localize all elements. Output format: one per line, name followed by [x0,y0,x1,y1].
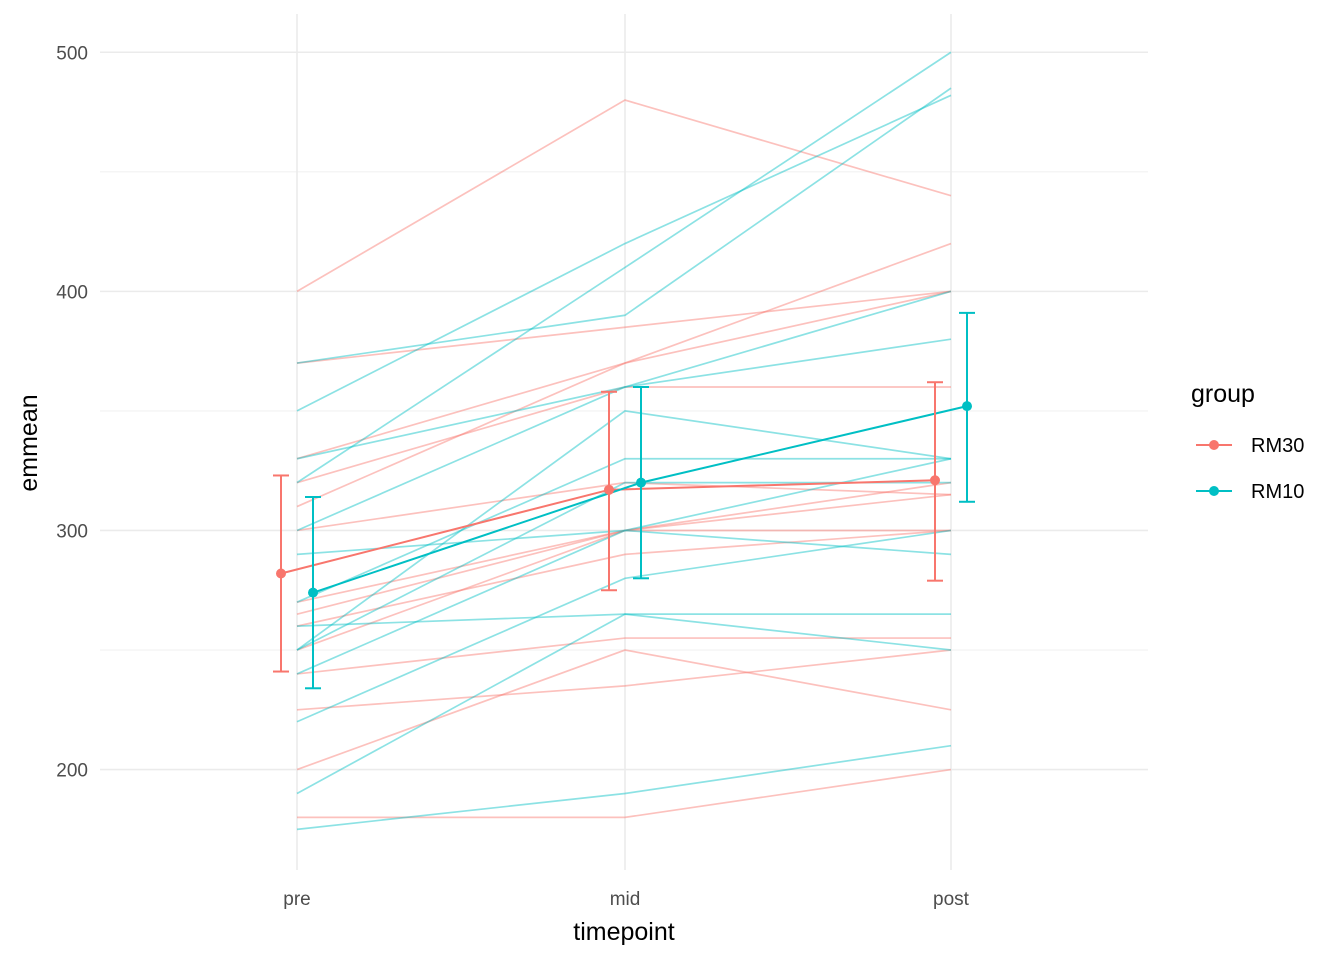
legend-item-rm30: RM30 [1196,435,1304,457]
mean-point-rm10 [308,587,318,598]
y-tick-label: 400 [56,282,88,303]
subject-line-rm30 [297,768,952,819]
mean-point-rm30 [276,568,286,579]
legend-label: RM30 [1251,435,1304,457]
x-tick-label: mid [610,889,641,910]
y-axis-title: emmean [15,394,43,491]
subject-line-rm30 [296,290,952,508]
subject-line-rm30 [296,637,951,675]
legend-label: RM10 [1251,481,1304,503]
subject-line-rm10 [296,529,952,556]
y-tick-label: 300 [56,521,88,542]
grid [100,14,1148,870]
subject-line-rm10 [296,87,952,364]
subject-line-rm30 [296,493,952,651]
mean-point-rm30 [604,484,614,495]
subject-line-rm10 [296,338,952,532]
y-axis-ticks: 200 300 400 500 [56,43,88,781]
subject-line-rm30 [296,529,951,604]
subject-line-rm30 [296,649,952,711]
subject-line-rm30 [296,529,952,627]
mean-points [276,401,972,598]
x-tick-label: post [933,889,970,910]
subject-line-rm10 [296,481,951,651]
legend-title: group [1191,380,1255,408]
x-axis-ticks: pre mid post [283,889,969,910]
legend: group RM30 RM10 [1191,380,1304,503]
subject-line-rm30 [296,481,952,532]
legend-key-point [1209,486,1219,496]
subject-line-rm10 [296,410,952,651]
subject-line-rm30 [296,386,951,484]
subject-line-rm30 [296,649,952,771]
individual-lines [296,51,952,831]
legend-item-rm10: RM10 [1196,481,1304,503]
subject-line-rm30 [296,99,952,293]
subject-line-rm30 [296,242,952,460]
subject-line-rm10 [296,51,952,484]
subject-line-rm10 [296,290,952,460]
subject-line-rm10 [296,94,952,412]
subject-line-rm10 [296,613,951,627]
mean-point-rm30 [930,475,940,486]
mean-point-rm10 [636,477,646,488]
subject-line-rm10 [296,529,952,723]
y-tick-label: 200 [56,761,88,782]
x-axis-title: timepoint [573,918,674,946]
subject-line-rm30 [296,481,952,615]
x-tick-label: pre [283,889,310,910]
legend-key-point [1209,440,1219,450]
y-tick-label: 500 [56,43,88,64]
subject-line-rm10 [296,613,952,795]
subject-line-rm10 [296,744,952,831]
subject-line-rm30 [296,290,952,364]
mean-point-rm10 [962,401,972,412]
subject-line-rm10 [296,457,951,603]
